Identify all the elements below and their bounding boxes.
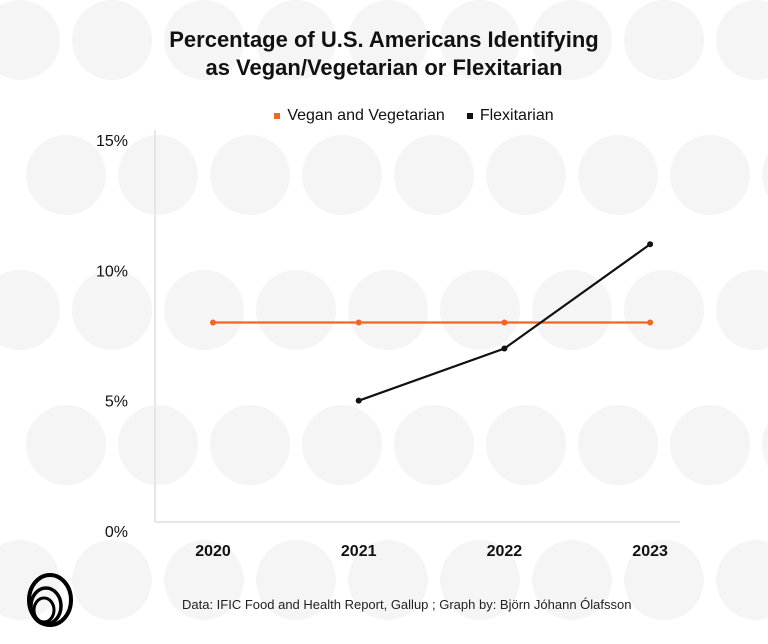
pattern-circle [486,135,566,215]
y-tick-label: 5% [105,394,128,411]
pattern-circle [716,540,768,620]
x-tick-label: 2022 [487,543,523,560]
legend: Vegan and Vegetarian Flexitarian [0,107,768,125]
data-point [355,319,362,326]
legend-item-flexitarian: Flexitarian [466,107,554,125]
y-tick-label: 0% [105,524,128,541]
pattern-circle [624,540,704,620]
pattern-circle [164,540,244,620]
pattern-circle [210,405,290,485]
pattern-circle [624,0,704,80]
pattern-circle [440,270,520,350]
title-line-2: as Vegan/Vegetarian or Flexitarian [205,55,563,80]
data-point [501,345,508,352]
title-line-1: Percentage of U.S. Americans Identifying [169,27,599,52]
y-tick-label: 15% [96,133,128,150]
pattern-circle [302,135,382,215]
pattern-circle [302,405,382,485]
pattern-circle [348,540,428,620]
pattern-circle [532,0,612,80]
pattern-circle [118,405,198,485]
data-point [647,319,654,326]
pattern-circle [624,270,704,350]
pattern-circle [762,153,768,197]
legend-label: Flexitarian [479,107,554,124]
pattern-circle [578,135,658,215]
chart-title: Percentage of U.S. Americans Identifying… [0,26,768,82]
legend-swatch [466,113,473,119]
pattern-circle [0,270,60,350]
legend-label: Vegan and Vegetarian [287,107,445,124]
pattern-circle [256,0,336,80]
x-tick-label: 2020 [195,543,231,560]
data-point [210,319,216,326]
pattern-circle [394,135,474,215]
pattern-circle [762,423,768,467]
x-tick-label: 2023 [632,543,668,560]
pattern-circle [670,135,750,215]
pattern-circle [210,135,290,215]
legend-item-vegan: Vegan and Vegetarian [274,107,445,125]
pattern-circle [532,270,612,350]
pattern-circle [0,540,60,620]
pattern-circle [72,540,152,620]
pattern-circle [486,405,566,485]
pattern-circle [256,270,336,350]
pattern-circle [164,0,244,80]
pattern-circle [26,405,106,485]
pattern-circle [578,405,658,485]
pattern-circle [348,270,428,350]
y-tick-label: 10% [96,263,128,280]
pattern-circle [716,0,768,80]
pattern-circle [72,0,152,80]
pattern-circle [440,0,520,80]
x-tick-label: 2021 [341,543,377,560]
pattern-circle [532,540,612,620]
pattern-circle [256,540,336,620]
pattern-circle [716,270,768,350]
pattern-circle [394,405,474,485]
data-point [355,397,362,404]
data-point [647,241,654,248]
concentric-rings-logo-icon [27,573,73,627]
legend-swatch [274,113,281,119]
pattern-circle [670,405,750,485]
pattern-circle [118,135,198,215]
pattern-circle [440,540,520,620]
data-point [501,319,508,326]
pattern-circle [164,270,244,350]
source-footer: Data: IFIC Food and Health Report, Gallu… [182,597,632,612]
pattern-circle [348,0,428,80]
pattern-circle [0,0,60,80]
pattern-circle [72,270,152,350]
pattern-circle [26,135,106,215]
